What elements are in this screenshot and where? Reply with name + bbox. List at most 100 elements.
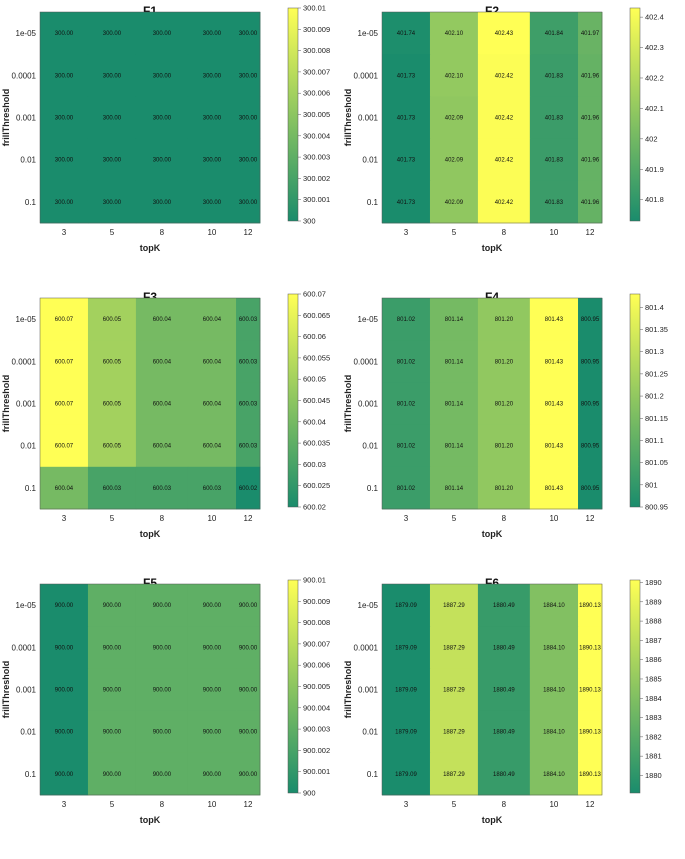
colorbar-tick-label: 1880 xyxy=(645,771,662,780)
heatmap-cell xyxy=(429,752,479,796)
heatmap-cell xyxy=(477,54,531,97)
y-tick-label: 0.001 xyxy=(358,686,379,695)
heatmap-cell xyxy=(578,54,603,97)
heatmap-cell xyxy=(135,668,189,711)
colorbar-tick-label: 300.006 xyxy=(303,89,330,98)
heatmap-cell xyxy=(40,626,89,669)
y-tick-label: 0.001 xyxy=(16,686,37,695)
cell-value-label: 801.14 xyxy=(445,359,464,365)
cell-value-label: 900.00 xyxy=(103,688,122,694)
colorbar-tick-label: 1886 xyxy=(645,655,662,664)
heatmap-cell xyxy=(135,584,189,627)
heatmap-cell xyxy=(236,710,261,754)
cell-value-label: 801.43 xyxy=(545,359,564,365)
cell-value-label: 900.00 xyxy=(55,688,74,694)
x-tick-label: 3 xyxy=(62,514,67,523)
heatmap-cell xyxy=(382,54,431,97)
colorbar-tick-label: 801.4 xyxy=(645,303,664,312)
heatmap-cell xyxy=(187,466,237,510)
cell-value-label: 300.00 xyxy=(239,200,258,206)
cell-value-label: 401.96 xyxy=(581,200,600,206)
cell-value-label: 900.00 xyxy=(153,688,172,694)
cell-value-label: 300.00 xyxy=(153,73,172,79)
cell-value-label: 1887.29 xyxy=(443,730,465,736)
x-tick-label: 8 xyxy=(502,800,507,809)
colorbar-tick-label: 900.004 xyxy=(303,703,330,712)
colorbar-tick-label: 1890 xyxy=(645,578,662,587)
cell-value-label: 1887.29 xyxy=(443,688,465,694)
heatmap-cell xyxy=(87,298,137,341)
heatmap-cell xyxy=(40,298,89,341)
x-tick-label: 5 xyxy=(110,228,115,237)
colorbar-tick-label: 600.04 xyxy=(303,417,326,426)
x-tick-label: 8 xyxy=(502,514,507,523)
cell-value-label: 801.43 xyxy=(545,444,564,450)
heatmap-cell xyxy=(187,752,237,796)
x-axis-label: topK xyxy=(140,529,161,539)
cell-value-label: 900.00 xyxy=(153,730,172,736)
heatmap-cell xyxy=(87,382,137,425)
cell-value-label: 600.07 xyxy=(55,317,74,323)
cell-value-label: 800.95 xyxy=(581,359,600,365)
heatmap-cell xyxy=(529,54,579,97)
y-tick-label: 0.1 xyxy=(25,770,37,779)
heatmap-cell xyxy=(187,138,237,182)
cell-value-label: 401.74 xyxy=(397,31,416,37)
y-tick-label: 0.1 xyxy=(25,484,37,493)
x-tick-label: 5 xyxy=(452,800,457,809)
cell-value-label: 1884.10 xyxy=(543,688,565,694)
heatmap-cell xyxy=(135,54,189,97)
y-tick-label: 0.01 xyxy=(20,728,36,737)
colorbar-tick-label: 1887 xyxy=(645,636,662,645)
cell-value-label: 801.43 xyxy=(545,317,564,323)
cell-value-label: 1879.09 xyxy=(395,730,417,736)
heatmap-cell xyxy=(578,710,603,754)
colorbar-tick-label: 900 xyxy=(303,789,316,798)
heatmap-cell xyxy=(529,180,579,224)
heatmap-cell xyxy=(429,54,479,97)
cell-value-label: 300.00 xyxy=(103,200,122,206)
y-tick-label: 0.1 xyxy=(367,770,379,779)
x-tick-label: 10 xyxy=(207,228,216,237)
heatmap-cell xyxy=(382,466,431,510)
cell-value-label: 600.05 xyxy=(103,359,122,365)
cell-value-label: 402.09 xyxy=(445,200,464,206)
heatmap-cell xyxy=(429,340,479,383)
cell-value-label: 600.03 xyxy=(203,486,222,492)
heatmap-cell xyxy=(529,138,579,182)
cell-value-label: 401.83 xyxy=(545,116,564,122)
cell-value-label: 401.73 xyxy=(397,158,416,164)
x-tick-label: 3 xyxy=(404,514,409,523)
heatmap-cell xyxy=(187,298,237,341)
y-tick-label: 0.0001 xyxy=(354,71,379,80)
heatmap-cell xyxy=(529,626,579,669)
cell-value-label: 801.20 xyxy=(495,359,514,365)
colorbar xyxy=(629,579,641,794)
y-tick-label: 0.01 xyxy=(362,728,378,737)
colorbar-tick-label: 600.07 xyxy=(303,290,326,299)
heatmap-cell xyxy=(529,752,579,796)
heatmap-cell xyxy=(578,466,603,510)
heatmap-cell xyxy=(382,668,431,711)
cell-value-label: 600.03 xyxy=(153,486,172,492)
cell-value-label: 801.20 xyxy=(495,402,514,408)
x-tick-label: 10 xyxy=(207,800,216,809)
heatmap-cell xyxy=(477,340,531,383)
cell-value-label: 1884.10 xyxy=(543,730,565,736)
colorbar-tick-label: 900.003 xyxy=(303,725,330,734)
heatmap-cell xyxy=(236,54,261,97)
cell-value-label: 1890.13 xyxy=(579,645,601,651)
cell-value-label: 900.00 xyxy=(153,772,172,778)
heatmap-cell xyxy=(135,424,189,468)
heatmap-cell xyxy=(87,584,137,627)
heatmap-cell xyxy=(429,298,479,341)
heatmap-cell xyxy=(187,340,237,383)
colorbar-tick-label: 300.005 xyxy=(303,110,330,119)
x-tick-label: 3 xyxy=(62,800,67,809)
cell-value-label: 1890.13 xyxy=(579,730,601,736)
heatmap-cell xyxy=(477,668,531,711)
colorbar-tick-label: 801.25 xyxy=(645,369,668,378)
colorbar-tick-label: 300.003 xyxy=(303,153,330,162)
cell-value-label: 600.04 xyxy=(203,359,222,365)
colorbar-tick-label: 1889 xyxy=(645,597,662,606)
